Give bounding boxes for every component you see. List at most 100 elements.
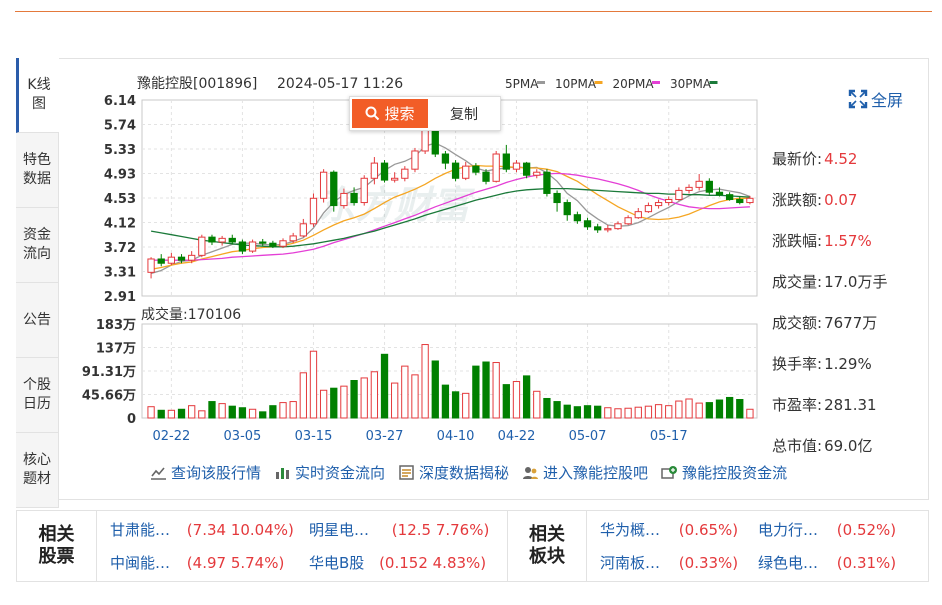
line-chart-icon [151,467,166,480]
legend-swatch [652,81,660,84]
volume-bar [401,365,409,419]
candle-body [675,189,683,201]
candle [350,187,358,206]
candle [370,157,379,185]
volume-bar [533,390,541,419]
candle-body [188,254,196,261]
candle [188,251,196,264]
candle-body [462,165,470,179]
volume-bar [309,350,318,419]
candle [198,234,206,258]
price-tick-label: 5.33 [104,143,136,158]
candle-body [563,202,571,216]
candle-body [685,186,693,191]
related-stock-name[interactable]: 华电B股 [309,554,365,572]
volume-bar [238,407,247,419]
related-stock-name[interactable]: 中闽能… [110,554,171,572]
volume-bar [462,392,470,419]
candle [279,238,287,249]
related-stock-item[interactable]: 明星电… (12.5 7.76%) [309,520,489,540]
candle [462,161,470,181]
related-stock-name[interactable]: 明星电… [309,521,370,539]
candle [319,169,328,203]
candle [543,169,551,197]
candle-body [340,192,348,207]
volume-bar [340,385,348,419]
volume-bar [248,408,257,419]
related-sector-value: (0.52%) [836,521,897,539]
price-tick-label: 3.72 [104,241,136,256]
candle [269,240,277,249]
candle-body [604,228,612,231]
related-sector-name[interactable]: 绿色电… [758,554,819,572]
quote-row: 市盈率: 281.31 [772,384,932,425]
volume-bar [573,406,582,419]
candle [380,160,389,183]
candle-body [218,237,226,243]
quote-row: 成交量: 17.0万手 [772,261,932,302]
related-sectors-heading-line2: 板块 [529,546,565,567]
candle [147,257,155,279]
related-sector-item[interactable]: 绿色电… (0.31%) [758,553,896,573]
tab-feature-data[interactable]: 特色数据 [16,133,59,208]
users-icon [523,467,539,479]
candle-body [248,241,257,252]
quote-value: 281.31 [824,395,877,414]
link-deep-data-label: 深度数据揭秘 [419,464,510,482]
x-tick-label: 05-17 [650,429,688,444]
candle [299,218,307,238]
volume-bar [705,402,713,419]
volume-title: 成交量:170106 [141,306,241,323]
candle-body [259,241,267,244]
related-stock-item[interactable]: 华电B股 (0.152 4.83%) [309,553,486,573]
link-query-quote[interactable]: 查询该股行情 [150,462,261,483]
tab-announcement[interactable]: 公告 [16,283,59,358]
volume-bar [563,404,571,419]
volume-bars [147,344,754,419]
related-sectors-heading-line1: 相关 [529,524,565,545]
link-stock-forum[interactable]: 进入豫能控股吧 [522,462,648,483]
volume-bar [188,405,196,419]
link-deep-data[interactable]: 深度数据揭秘 [398,462,509,483]
candle-body [725,194,734,201]
volume-bar [472,365,480,419]
fullscreen-button[interactable]: 全屏 [848,87,903,111]
kline-chart[interactable]: 豫能控股[001896] 2024-05-17 11:26 5PMA 10PMA 2… [60,68,760,450]
related-sector-item[interactable]: 电力行… (0.52%) [758,520,896,540]
candle-body [269,242,277,247]
tab-fund-flow[interactable]: 资金流向 [16,208,59,283]
candle-body [350,192,358,204]
related-sector-name[interactable]: 河南板… [600,554,661,572]
context-copy-button[interactable]: 复制 [450,106,478,123]
tab-stock-calendar[interactable]: 个股日历 [16,358,59,433]
quote-value: 0.07 [824,190,858,209]
related-stock-item[interactable]: 中闽能… (4.97 5.74%) [110,553,284,573]
tab-kline[interactable]: K线图 [16,58,59,133]
candle [330,170,338,212]
candle-body [208,236,216,243]
quote-value: 1.29% [824,354,872,373]
x-tick-label: 03-15 [295,429,333,444]
related-stock-name[interactable]: 甘肃能… [110,521,171,539]
related-sector-name[interactable]: 华为概… [600,521,661,539]
fullscreen-icon [848,89,868,109]
volume-bar [522,375,531,419]
related-stock-item[interactable]: 甘肃能… (7.34 10.04%) [110,520,294,540]
related-sector-item[interactable]: 河南板… (0.33%) [600,553,738,573]
tab-core-topics[interactable]: 核心题材 [16,433,59,508]
legend-label: 20PMA [613,77,655,91]
fullscreen-label: 全屏 [871,91,904,110]
related-sector-item[interactable]: 华为概… (0.65%) [600,520,738,540]
volume-bar [391,382,399,419]
link-stock-fund-flow[interactable]: 豫能控股资金流 [661,462,787,483]
link-fund-flow[interactable]: 实时资金流向 [274,462,385,483]
volume-bar [299,372,307,419]
candle [259,238,267,246]
candle [685,184,693,194]
candle [177,254,186,264]
context-search-button[interactable]: 搜索 [352,99,428,128]
candle [533,169,541,179]
price-tick-label: 4.93 [104,168,136,183]
related-sector-name[interactable]: 电力行… [758,521,819,539]
candle-body [360,177,368,204]
